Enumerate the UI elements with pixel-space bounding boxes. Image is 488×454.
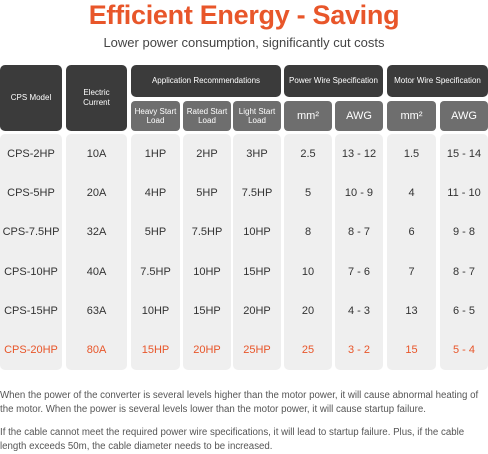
sub-header: mm²: [387, 101, 436, 131]
column-bg: [183, 134, 231, 370]
table-cell: 15: [405, 344, 418, 357]
column-bg: [66, 134, 127, 370]
table-cell: 11 - 10: [447, 186, 481, 199]
note: If the cable cannot meet the required po…: [0, 427, 465, 452]
table-cell: 7.5HP: [241, 186, 273, 199]
table-cell: 10HP: [193, 265, 221, 278]
table-cell: 5HP: [196, 186, 218, 199]
table-cell: 8 - 7: [347, 226, 370, 239]
table-cell: 6 - 5: [452, 304, 475, 317]
table-cell: 20HP: [243, 304, 271, 317]
table-cell: 1.5: [403, 147, 420, 160]
table-cell: 2HP: [196, 147, 218, 160]
column-bg: [233, 134, 281, 370]
header-cell: CPS Model: [0, 65, 62, 131]
table-cell: 13: [405, 304, 418, 317]
column-bg: [335, 134, 383, 370]
table-cell: 20A: [86, 186, 107, 199]
column-bg: [284, 134, 332, 370]
title: Efficient Energy - Saving: [88, 0, 400, 30]
table-cell: CPS-5HP: [7, 186, 55, 199]
table-cell: 40A: [86, 265, 107, 278]
table-cell: 15HP: [243, 265, 271, 278]
table-cell: 8 - 7: [452, 265, 475, 278]
sub-header: AWG: [335, 101, 383, 131]
table-cell: 15 - 14: [446, 147, 482, 160]
table-cell: 2.5: [300, 147, 316, 160]
table-cell: 80A: [86, 344, 107, 357]
table-cell: 25: [301, 344, 315, 357]
table-cell: 7: [408, 265, 415, 278]
table-cell: 5 - 4: [452, 344, 475, 357]
table-cell: 10HP: [243, 226, 271, 239]
table-cell: 6: [408, 226, 415, 239]
table-cell: 5HP: [144, 226, 167, 239]
table-cell: 7.5HP: [140, 265, 171, 278]
sub-header: Heavy Start Load: [131, 101, 180, 131]
table-cell: 4HP: [144, 186, 167, 199]
table-cell: CPS-7.5HP: [2, 226, 60, 239]
table-cell: CPS-20HP: [4, 344, 58, 357]
table-cell: 15HP: [193, 304, 221, 317]
note: When the power of the converter is sever…: [0, 390, 479, 415]
table-cell: 25HP: [243, 344, 271, 357]
table-cell: 1HP: [144, 147, 167, 160]
table-cell: CPS-10HP: [4, 265, 58, 278]
column-bg: [0, 134, 62, 370]
column-bg: [131, 134, 180, 370]
table-cell: 4 - 3: [347, 304, 370, 317]
table-cell: 13 - 12: [341, 147, 377, 160]
table-cell: 20HP: [193, 344, 221, 357]
table-cell: 9 - 8: [452, 226, 475, 239]
table-cell: CPS-2HP: [7, 147, 55, 160]
table-cell: 10A: [86, 147, 107, 160]
sub-header: AWG: [440, 101, 488, 131]
group-header: Application Recommendations: [131, 65, 281, 97]
table-cell: 3HP: [246, 147, 268, 160]
table-cell: 20: [301, 304, 315, 317]
table-cell: 15HP: [141, 344, 170, 357]
column-bg: [387, 134, 436, 370]
table-cell: CPS-15HP: [4, 304, 58, 317]
sub-header: Rated Start Load: [183, 101, 231, 131]
table-cell: 10: [301, 265, 315, 278]
table-cell: 10HP: [141, 304, 170, 317]
subtitle: Lower power consumption, significantly c…: [103, 35, 385, 50]
header-cell: Electric Current: [66, 65, 127, 131]
column-bg: [440, 134, 488, 370]
table-cell: 63A: [86, 304, 107, 317]
sub-header: mm²: [284, 101, 332, 131]
sub-header: Light Start Load: [233, 101, 281, 131]
table-cell: 7.5HP: [191, 226, 223, 239]
table-cell: 4: [408, 186, 415, 199]
table-cell: 10 - 9: [344, 186, 374, 199]
table-cell: 7 - 6: [347, 265, 370, 278]
group-header: Motor Wire Specification: [387, 65, 488, 97]
group-header: Power Wire Specification: [284, 65, 383, 97]
table-cell: 8: [304, 226, 312, 239]
table-cell: 5: [304, 186, 312, 199]
table-cell: 3 - 2: [347, 344, 370, 357]
table-cell: 32A: [86, 226, 107, 239]
